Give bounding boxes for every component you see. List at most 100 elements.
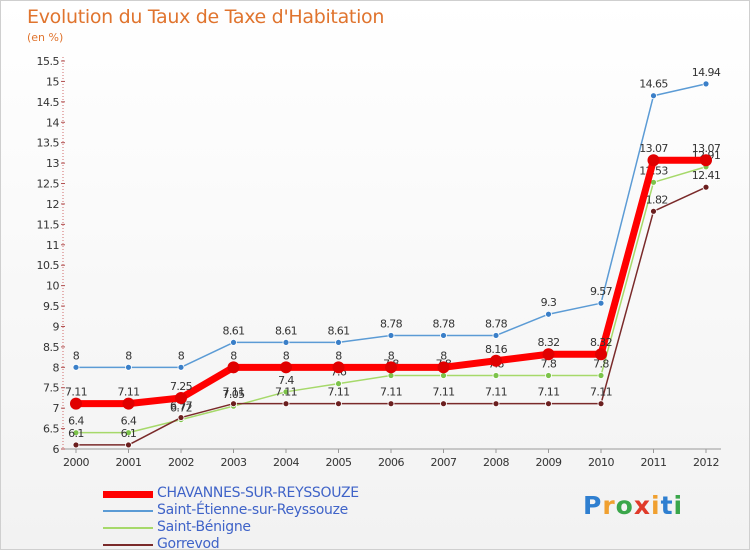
y-tick-label: 7 (53, 402, 60, 415)
y-tick-label: 6 (53, 443, 60, 456)
y-tick-label: 11.5 (37, 218, 60, 231)
chart-title: Evolution du Taux de Taxe d'Habitation (27, 6, 385, 28)
logo-letter: i (673, 491, 684, 520)
x-tick-label: 2001 (116, 456, 142, 469)
data-point (282, 339, 290, 346)
y-tick-label: 15.5 (37, 55, 60, 68)
legend-label: CHAVANNES-SUR-REYSSOUZE (157, 485, 359, 501)
data-point (702, 80, 710, 88)
data-point (545, 310, 552, 318)
data-point (72, 441, 80, 449)
y-tick-label: 12.5 (37, 178, 60, 191)
data-label: 8.78 (380, 317, 403, 330)
y-tick-label: 11 (46, 239, 59, 252)
data-point (647, 154, 660, 167)
y-tick-label: 15 (46, 75, 59, 88)
y-tick-label: 9.5 (43, 300, 59, 313)
data-point (542, 348, 555, 361)
data-point (227, 361, 240, 374)
data-point (70, 397, 82, 410)
logo-letter: t (660, 491, 674, 520)
legend-swatch (103, 544, 153, 546)
data-point (282, 388, 290, 396)
data-point (597, 299, 605, 307)
x-tick-label: 2011 (641, 456, 667, 469)
y-tick-label: 10 (46, 280, 59, 293)
data-label: 7.25 (170, 380, 193, 393)
data-label: 7.11 (65, 386, 87, 399)
data-point (332, 361, 345, 374)
data-point (387, 372, 395, 379)
data-point (650, 92, 657, 100)
data-label: 7.11 (117, 386, 139, 399)
data-point (597, 400, 605, 408)
data-point (72, 363, 80, 371)
data-point (177, 363, 185, 371)
data-point (385, 361, 397, 374)
data-point (440, 332, 447, 339)
data-label: 7.11 (275, 386, 297, 399)
data-point (597, 372, 605, 379)
y-tick-label: 7.5 (43, 382, 59, 395)
data-point (282, 400, 290, 408)
data-label: 6.1 (68, 427, 84, 440)
data-label: 8 (230, 349, 237, 362)
y-tick-label: 12 (46, 198, 59, 211)
data-point (125, 429, 132, 437)
data-point (437, 361, 450, 374)
data-label: 7.8 (541, 357, 557, 370)
logo-letter: i (651, 491, 661, 520)
series-gorrevod: 6.1 6.16.777.11 7.11 7.11 7.11 7.11 7.11 7.11 7.… (68, 169, 721, 449)
data-point (387, 400, 395, 408)
data-label: 7.11 (590, 386, 612, 399)
x-tick-label: 2012 (693, 456, 719, 469)
data-point (595, 348, 607, 361)
legend-label: Gorrevod (157, 536, 220, 552)
logo-letter: r (602, 491, 616, 520)
logo-letter: o (615, 491, 634, 520)
data-point (387, 332, 395, 339)
data-label: 7.8 (593, 357, 609, 370)
data-point (700, 154, 712, 167)
y-tick-label: 14 (46, 116, 59, 129)
x-tick-label: 2005 (326, 456, 352, 469)
legend-swatch (103, 510, 153, 512)
data-point (125, 363, 132, 371)
x-tick-label: 2007 (431, 456, 457, 469)
series-chavannes-sur-reyssouze: 7.11 7.11 7.25 8 8 8 8 8 8.16 8.32 8.32 13.07 13.07 (65, 142, 721, 410)
proxiti-logo: Proxiti (583, 491, 683, 520)
chart-subtitle: (en %) (27, 31, 64, 44)
data-label: 6.1 (121, 427, 137, 440)
legend-swatch (103, 491, 153, 498)
y-tick-label: 8.5 (43, 341, 59, 354)
data-label: 7.05 (222, 388, 245, 401)
data-label: 9.57 (590, 285, 613, 298)
data-label: 7.11 (432, 386, 454, 399)
data-point (335, 400, 342, 408)
data-point (230, 400, 237, 408)
data-label: 8.61 (327, 324, 349, 337)
data-label: 7.11 (485, 386, 507, 399)
data-label: 7.11 (537, 386, 559, 399)
data-point (545, 372, 552, 379)
x-tick-label: 2006 (378, 456, 404, 469)
data-label: 6.4 (121, 415, 137, 428)
y-tick-label: 6.5 (43, 423, 59, 436)
data-point (702, 183, 710, 191)
y-tick-label: 9 (53, 320, 60, 333)
data-label: 7.4 (278, 374, 294, 387)
data-point (230, 339, 237, 346)
data-label: 13.07 (639, 142, 668, 155)
data-label: 8 (283, 349, 290, 362)
data-point (492, 372, 500, 379)
y-tick-label: 13.5 (37, 137, 60, 150)
data-label: 14.65 (639, 78, 668, 91)
x-tick-label: 2010 (588, 456, 614, 469)
line-chart: 6 6.5 7 7.5 8 8.5 9 9.5 10 10.5 11 11.5 12 12.5 13 13.5… (37, 55, 722, 469)
data-label: 7.11 (327, 386, 349, 399)
y-tick-label: 13 (46, 157, 59, 170)
data-label: 8 (73, 349, 80, 362)
data-label: 8 (440, 349, 447, 362)
data-label: 8 (125, 349, 132, 362)
data-point (175, 391, 187, 404)
